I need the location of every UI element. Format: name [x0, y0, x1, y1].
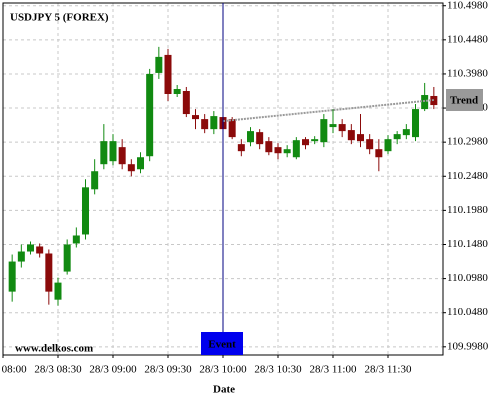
- candle-body: [54, 282, 62, 300]
- candle-body: [72, 235, 80, 244]
- candle-body: [228, 119, 236, 138]
- candle-body: [347, 130, 355, 141]
- candle-body: [421, 95, 429, 110]
- candle-body: [256, 132, 264, 145]
- candle-body: [366, 139, 374, 150]
- candle-body: [109, 141, 117, 162]
- y-tick-label: 110.2480: [447, 170, 488, 182]
- candle-body: [320, 119, 328, 143]
- candle-body: [127, 164, 135, 172]
- candle-body: [182, 91, 190, 115]
- x-tick-label: 28/3 09:00: [89, 364, 137, 376]
- candle-body: [192, 115, 199, 120]
- candle-body: [283, 149, 291, 154]
- y-tick-label: 110.4980: [447, 0, 488, 11]
- candle-body: [155, 56, 163, 73]
- candle-body: [357, 134, 364, 142]
- event-label-box: [201, 332, 243, 355]
- candle-body: [82, 187, 89, 235]
- candle-body: [237, 144, 245, 152]
- candle-body: [384, 139, 392, 152]
- watermark: www.delkos.com: [15, 343, 93, 355]
- candle-body: [63, 244, 71, 272]
- candle-body: [8, 261, 16, 292]
- x-tick-label: 28/3 09:30: [144, 364, 192, 376]
- x-tick-label: 28/3 10:30: [254, 364, 302, 376]
- candle-body: [100, 141, 108, 165]
- candle-body: [36, 246, 44, 254]
- candle-body: [173, 89, 181, 95]
- candle-body: [91, 171, 99, 190]
- y-tick-label: 110.2980: [447, 136, 488, 148]
- y-tick-label: 110.0980: [447, 272, 488, 284]
- candle-body: [329, 124, 337, 128]
- candle-body: [402, 129, 410, 136]
- candle-body: [265, 141, 273, 153]
- candle-body: [274, 147, 282, 154]
- candle-body: [292, 140, 300, 158]
- candle-body: [164, 54, 172, 95]
- candle-body: [45, 253, 53, 292]
- event-label: Event: [208, 339, 236, 351]
- trend-line: [222, 99, 434, 123]
- candle-body: [375, 149, 383, 158]
- x-tick-label: 28/3 11:00: [310, 364, 357, 376]
- candle-body: [210, 116, 218, 130]
- y-tick-label: 110.1980: [447, 204, 488, 216]
- candle-body: [146, 73, 154, 157]
- x-tick-label: 28/3 10:00: [199, 364, 247, 376]
- candle-body: [338, 124, 346, 132]
- candle-body: [302, 139, 309, 146]
- y-tick-label: 110.0480: [447, 306, 488, 318]
- trend-label-box: [446, 89, 483, 112]
- trend-label: Trend: [450, 95, 478, 107]
- candle-body: [412, 109, 419, 138]
- x-tick-label: 28/3 11:30: [365, 364, 412, 376]
- y-tick-label: 109.9980: [447, 340, 489, 352]
- candle-body: [27, 244, 34, 252]
- x-tick-label: 28/3 08:00: [0, 364, 27, 376]
- candle-body: [118, 147, 126, 165]
- candle-body: [137, 157, 144, 170]
- x-axis-title: Date: [213, 384, 235, 396]
- x-tick-label: 28/3 08:30: [34, 364, 82, 376]
- candle-body: [311, 139, 319, 142]
- candle-body: [393, 134, 401, 140]
- chart-title: USDJPY 5 (FOREX): [10, 12, 109, 24]
- candle-body: [17, 251, 25, 262]
- candle-body: [201, 119, 209, 130]
- y-tick-label: 110.1480: [447, 238, 488, 250]
- candle-body: [247, 131, 254, 143]
- y-tick-label: 110.3980: [447, 67, 488, 79]
- y-tick-label: 110.4480: [447, 33, 488, 45]
